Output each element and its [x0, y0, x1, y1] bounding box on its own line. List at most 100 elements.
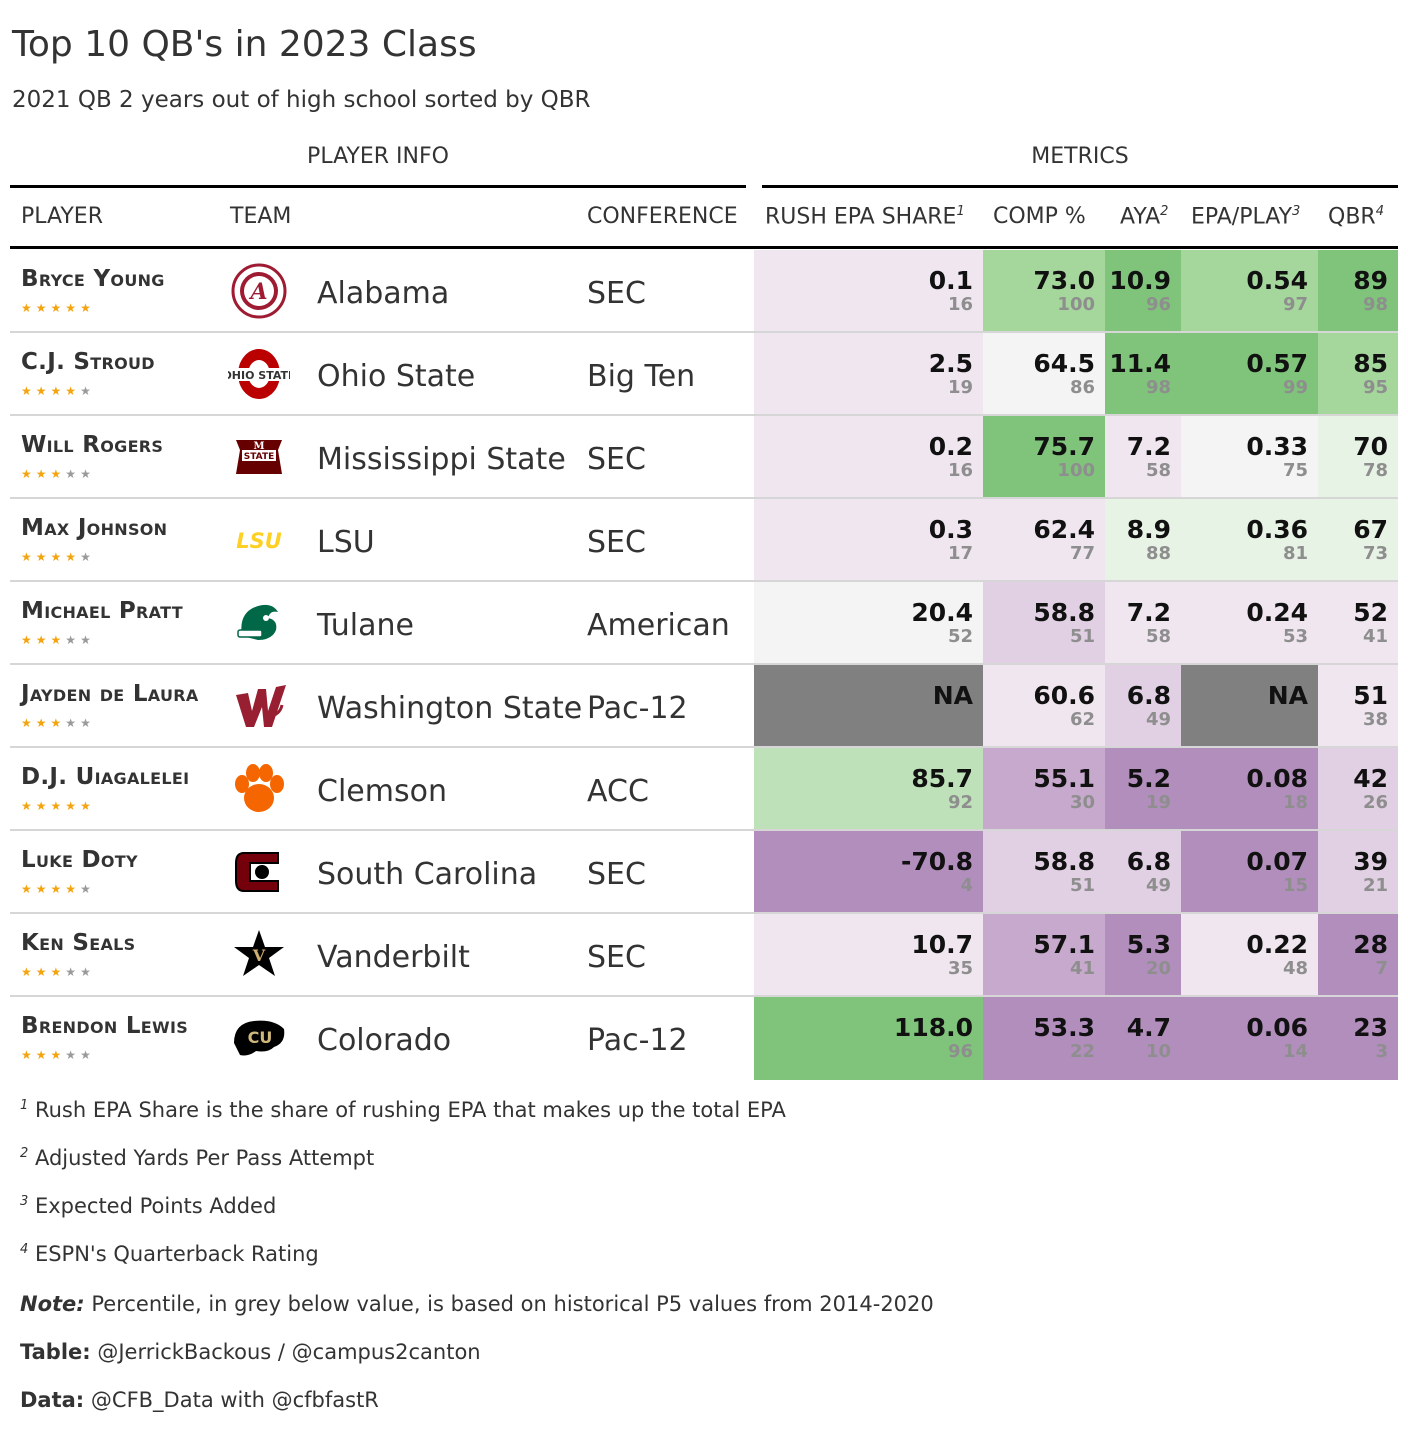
comp-percentile: 62 [1069, 709, 1095, 730]
star-icon: ★ [21, 467, 36, 481]
star-rating: ★★★★★ [21, 550, 95, 564]
rush-value: 118.0 [893, 1013, 973, 1042]
comp-value: 64.5 [1033, 349, 1095, 378]
comp-value: 53.3 [1033, 1013, 1095, 1042]
star-icon: ★ [35, 1048, 51, 1062]
table-row: 2.5 19 64.5 86 11.4 98 0.57 99 85 95 C.J. Stroud ★★… [10, 333, 1398, 416]
star-icon: ★ [50, 301, 66, 315]
rush-cell: 20.4 52 [754, 582, 983, 665]
qbr-percentile: 3 [1375, 1041, 1388, 1062]
rush-cell: 0.2 16 [754, 416, 983, 499]
note-label: Note: [20, 1292, 85, 1316]
svg-text:A: A [248, 279, 267, 305]
alabama-logo: A [228, 262, 290, 320]
player-name: D.J. Uiagalelei [21, 764, 190, 790]
star-icon: ★ [80, 301, 95, 315]
table-row: 0.3 17 62.4 77 8.9 88 0.36 81 67 73 Max Johnson ★★★… [10, 499, 1398, 582]
epa-value: 0.22 [1246, 930, 1308, 959]
player-name: Bryce Young [21, 266, 165, 292]
star-icon: ★ [50, 467, 66, 481]
qbr-percentile: 7 [1375, 958, 1388, 979]
footnote: 4 ESPN's Quarterback Rating [20, 1242, 319, 1266]
epa-percentile: 75 [1282, 460, 1308, 481]
epa-value: 0.08 [1246, 764, 1308, 793]
team-name: Washington State [317, 691, 583, 726]
clemson-logo [228, 760, 290, 818]
note-line: Note: Percentile, in grey below value, i… [20, 1292, 934, 1316]
row-divider [10, 829, 1398, 831]
conference-name: American [587, 608, 730, 643]
star-icon: ★ [50, 965, 66, 979]
aya-percentile: 49 [1145, 875, 1171, 896]
comp-value: 58.8 [1033, 847, 1095, 876]
aya-value: 5.2 [1126, 764, 1171, 793]
star-icon: ★ [50, 799, 66, 813]
comp-value: 55.1 [1033, 764, 1095, 793]
row-divider [10, 580, 1398, 582]
col-header-rush-label: RUSH EPA SHARE [765, 204, 957, 230]
epa-cell: NA [1181, 665, 1318, 748]
epa-percentile: 99 [1282, 377, 1308, 398]
player-name: Ken Seals [21, 930, 136, 956]
qbr-percentile: 95 [1362, 377, 1388, 398]
star-icon: ★ [65, 301, 81, 315]
star-icon: ★ [80, 799, 95, 813]
qbr-cell: 42 26 [1318, 748, 1398, 831]
aya-value: 6.8 [1126, 681, 1171, 710]
epa-cell: 0.36 81 [1181, 499, 1318, 582]
data-credit-label: Data: [20, 1388, 85, 1412]
team-name: Ohio State [317, 359, 476, 394]
star-icon: ★ [35, 301, 51, 315]
qbr-value: 70 [1353, 432, 1388, 461]
aya-percentile: 49 [1145, 709, 1171, 730]
rush-value: 10.7 [911, 930, 973, 959]
rush-cell: 85.7 92 [754, 748, 983, 831]
qbr-value: 39 [1353, 847, 1388, 876]
spanner-player-info-rule [10, 185, 746, 188]
epa-percentile: 97 [1282, 294, 1308, 315]
lsu-logo: LSU [228, 511, 290, 569]
comp-value: 75.7 [1033, 432, 1095, 461]
player-name: Brendon Lewis [21, 1013, 189, 1039]
col-header-aya: AYA2 [1120, 204, 1168, 229]
table-row: 118.0 96 53.3 22 4.7 10 0.06 14 23 3 Brendon Lewis… [10, 997, 1398, 1080]
star-icon: ★ [80, 467, 95, 481]
aya-cell: 10.9 96 [1105, 250, 1181, 333]
aya-value: 10.9 [1109, 266, 1171, 295]
header-rule [10, 246, 1398, 249]
rush-value: 0.3 [928, 515, 973, 544]
comp-value: 57.1 [1033, 930, 1095, 959]
star-icon: ★ [80, 550, 95, 564]
svg-text:V: V [252, 946, 266, 965]
aya-value: 5.3 [1126, 930, 1171, 959]
epa-percentile: 18 [1282, 792, 1308, 813]
star-icon: ★ [21, 882, 36, 896]
star-icon: ★ [50, 716, 66, 730]
star-rating: ★★★★★ [21, 882, 95, 896]
star-rating: ★★★★★ [21, 716, 95, 730]
qbr-value: 67 [1353, 515, 1388, 544]
aya-cell: 8.9 88 [1105, 499, 1181, 582]
qbr-cell: 89 98 [1318, 250, 1398, 333]
qbr-value: 23 [1353, 1013, 1388, 1042]
epa-value: 0.07 [1246, 847, 1308, 876]
svg-text:M: M [253, 441, 264, 452]
rush-percentile: 4 [960, 875, 973, 896]
aya-value: 11.4 [1109, 349, 1171, 378]
comp-cell: 58.8 51 [983, 831, 1105, 914]
footnote-text: Rush EPA Share is the share of rushing E… [28, 1098, 786, 1122]
star-icon: ★ [50, 384, 66, 398]
conference-name: ACC [587, 774, 649, 809]
rush-percentile: 17 [947, 543, 973, 564]
col-header-team: TEAM [230, 204, 292, 229]
ohio-state-logo: OHIO STATE [222, 345, 296, 403]
player-name: Max Johnson [21, 515, 168, 541]
team-name: Mississippi State [317, 442, 566, 477]
star-icon: ★ [35, 716, 51, 730]
epa-cell: 0.54 97 [1181, 250, 1318, 333]
conference-name: SEC [587, 442, 646, 477]
comp-value: 73.0 [1033, 266, 1095, 295]
star-icon: ★ [50, 1048, 66, 1062]
rush-percentile: 16 [947, 460, 973, 481]
star-rating: ★★★★★ [21, 467, 95, 481]
